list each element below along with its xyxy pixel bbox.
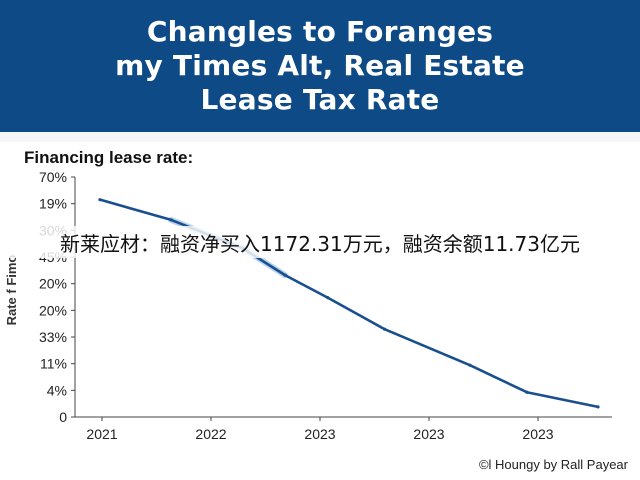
data-point [382, 327, 387, 331]
title-line-2: my Times Alt, Real Estate [115, 49, 525, 82]
y-tick-label: 4% [47, 382, 67, 398]
y-tick-label: 11% [40, 356, 67, 372]
y-tick-label: 20% [39, 302, 67, 318]
y-tick-label: 20% [39, 276, 67, 292]
data-point [326, 296, 330, 300]
x-tick-label: 2022 [195, 426, 226, 442]
banner-divider [0, 132, 640, 142]
x-tick-label: 2023 [413, 426, 444, 442]
data-point [98, 198, 102, 202]
data-point [596, 405, 600, 409]
y-tick-label: 19% [39, 196, 67, 212]
chart-title: Financing lease rate: [24, 148, 194, 167]
news-overlay-caption: 新莱应材：融资净买入1172.31万元，融资余额11.73亿元 [0, 226, 640, 258]
x-tick-label: 2023 [522, 426, 553, 442]
source-credit: ©l Houngy by Rall Payear [478, 457, 628, 472]
y-tick-label: 0 [59, 409, 67, 425]
title-line-1: Changles to Foranges [146, 15, 494, 48]
y-tick-label: 70% [39, 169, 67, 185]
x-tick-label: 2023 [304, 426, 335, 442]
y-tick-label: 33% [39, 329, 67, 345]
data-point [169, 218, 173, 222]
data-point [525, 390, 529, 394]
title-banner: Changles to Foranges my Times Alt, Real … [0, 0, 640, 132]
data-point [283, 273, 287, 277]
title-line-3: Lease Tax Rate [200, 83, 440, 116]
data-point [468, 363, 472, 367]
x-tick-label: 2021 [86, 426, 117, 442]
